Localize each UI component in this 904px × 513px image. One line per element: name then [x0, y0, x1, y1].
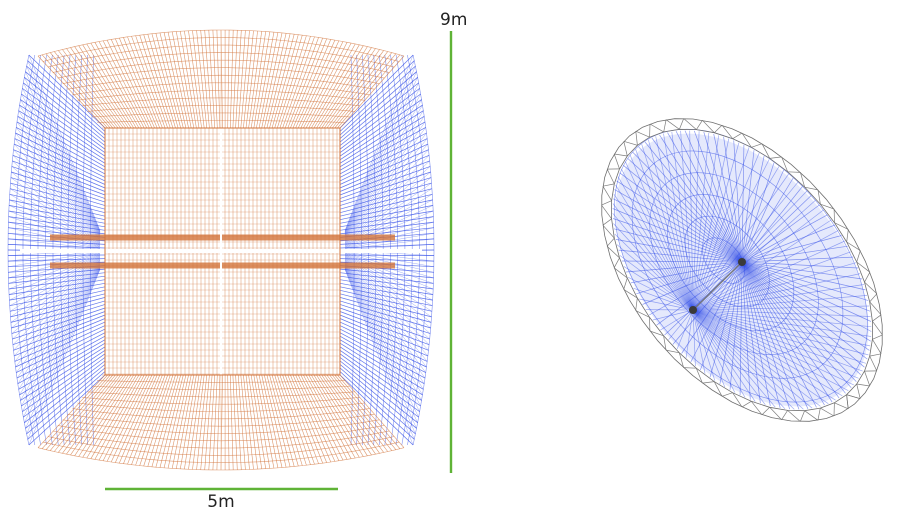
blue-cable-bundles: [7, 54, 435, 446]
central-frame: [20, 30, 422, 470]
oblique-view-dish-structure: [601, 118, 883, 422]
orange-cable-mesh: [37, 29, 405, 471]
dish-rim-truss: [601, 118, 883, 422]
front-view-cable-structure: [7, 29, 435, 471]
height-label: 9m: [440, 10, 467, 30]
dimension-markers: 5m 9m: [105, 10, 467, 512]
dish-hub-nodes: [689, 258, 746, 314]
dish-cable-lines: [612, 128, 872, 410]
width-label: 5m: [207, 492, 234, 512]
